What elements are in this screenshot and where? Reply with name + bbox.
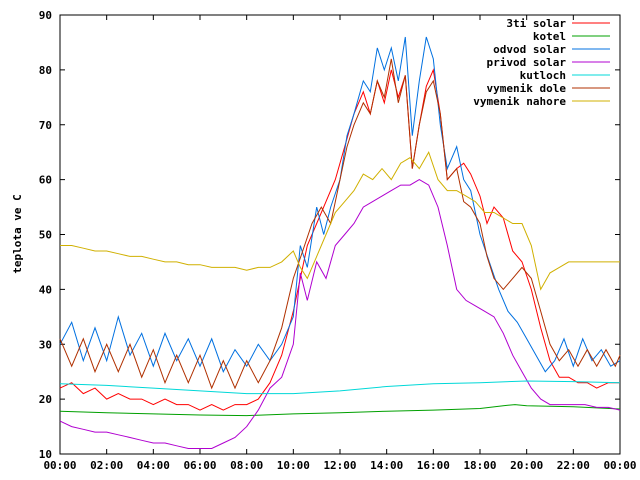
y-tick-label: 30 [39, 338, 52, 351]
x-tick-label: 12:00 [323, 459, 356, 472]
legend-label: kutloch [520, 69, 566, 82]
x-tick-label: 02:00 [90, 459, 123, 472]
legend-label: kotel [533, 30, 566, 43]
y-axis: 10 20 30 40 50 60 70 80 90 [39, 9, 620, 461]
series-line-6 [60, 150, 620, 291]
legend-label: vymenik dole [487, 82, 567, 95]
x-tick-label: 00:00 [603, 459, 636, 472]
y-tick-label: 90 [39, 9, 52, 22]
y-tick-label: 50 [39, 229, 52, 242]
y-tick-label: 10 [39, 448, 52, 461]
y-tick-label: 70 [39, 119, 52, 132]
x-tick-label: 08:00 [230, 459, 263, 472]
x-tick-label: 00:00 [43, 459, 76, 472]
x-tick-label: 22:00 [557, 459, 590, 472]
legend-label: 3ti solar [506, 17, 566, 30]
y-axis-label: teplota ve C [11, 194, 24, 273]
x-tick-label: 10:00 [277, 459, 310, 472]
y-tick-label: 60 [39, 174, 52, 187]
series-line-3 [59, 179, 621, 449]
series-line-5 [59, 58, 621, 390]
series-lines [59, 36, 621, 449]
x-tick-label: 18:00 [463, 459, 496, 472]
x-tick-label: 16:00 [417, 459, 450, 472]
legend-label: vymenik nahore [473, 95, 566, 108]
x-tick-label: 14:00 [370, 459, 403, 472]
x-tick-label: 06:00 [183, 459, 216, 472]
y-tick-label: 40 [39, 283, 52, 296]
x-tick-label: 20:00 [510, 459, 543, 472]
series-line-4 [59, 380, 621, 395]
x-axis: 00:00 02:00 04:00 06:00 08:00 10:00 12:00 14:00… [43, 15, 637, 472]
legend-label: odvod solar [493, 43, 566, 56]
series-line-2 [59, 36, 621, 373]
x-tick-label: 04:00 [137, 459, 170, 472]
series-line-1 [59, 404, 621, 417]
legend-label: privod solar [487, 56, 567, 69]
y-tick-label: 80 [39, 64, 52, 77]
y-tick-label: 20 [39, 393, 52, 406]
